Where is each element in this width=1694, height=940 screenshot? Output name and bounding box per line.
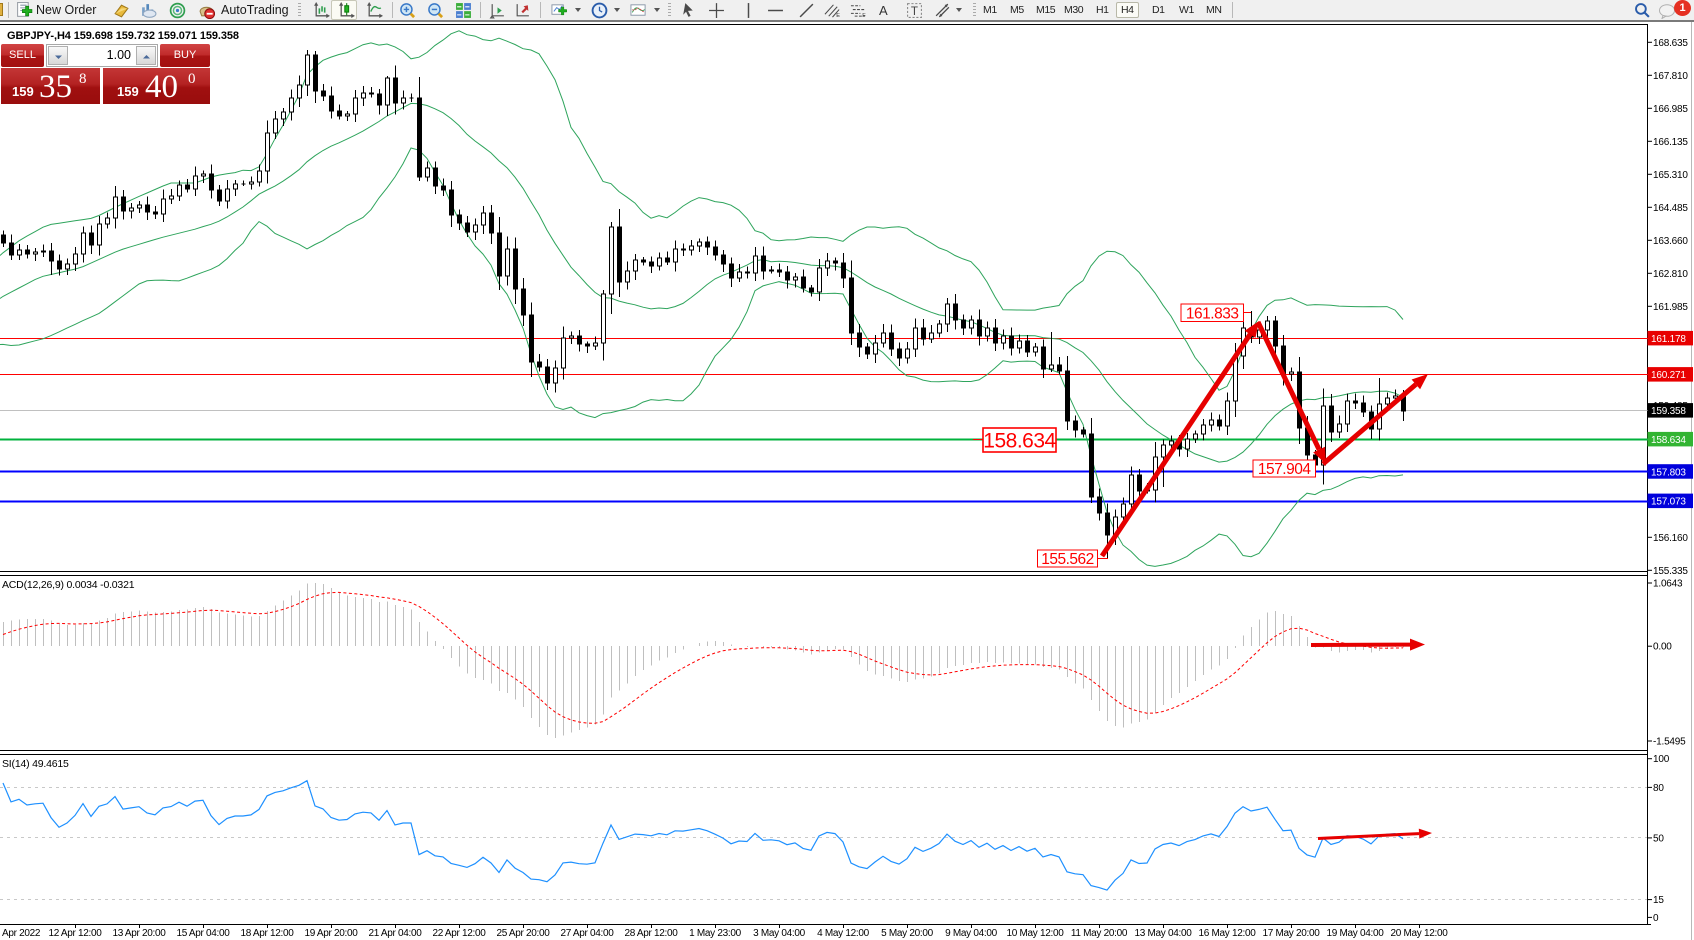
svg-text:T: T xyxy=(911,5,918,18)
svg-text:50: 50 xyxy=(1653,833,1664,844)
svg-text:15 Apr 04:00: 15 Apr 04:00 xyxy=(176,928,230,939)
svg-text:F: F xyxy=(862,13,866,19)
svg-text:163.660: 163.660 xyxy=(1653,236,1688,247)
svg-text:ACD(12,26,9) 0.0034 -0.0321: ACD(12,26,9) 0.0034 -0.0321 xyxy=(2,579,135,591)
svg-text:18 Apr 12:00: 18 Apr 12:00 xyxy=(240,928,294,939)
svg-text:162.810: 162.810 xyxy=(1653,269,1688,280)
svg-text:Apr 2022: Apr 2022 xyxy=(2,928,41,939)
svg-text:155.562: 155.562 xyxy=(1041,551,1094,568)
svg-text:159.358: 159.358 xyxy=(1651,406,1686,417)
svg-text:165.310: 165.310 xyxy=(1653,170,1688,181)
svg-text:28 Apr 12:00: 28 Apr 12:00 xyxy=(624,928,678,939)
svg-text:167.810: 167.810 xyxy=(1653,71,1688,82)
svg-text:13 Apr 20:00: 13 Apr 20:00 xyxy=(112,928,166,939)
svg-text:158.634: 158.634 xyxy=(983,430,1056,453)
svg-text:21 Apr 04:00: 21 Apr 04:00 xyxy=(368,928,422,939)
svg-text:3 May 04:00: 3 May 04:00 xyxy=(753,928,805,939)
svg-text:20 May 12:00: 20 May 12:00 xyxy=(1391,928,1449,939)
svg-text:4 May 12:00: 4 May 12:00 xyxy=(817,928,869,939)
svg-text:1.0643: 1.0643 xyxy=(1653,579,1683,590)
svg-text:168.635: 168.635 xyxy=(1653,38,1688,49)
svg-text:E: E xyxy=(836,13,840,19)
svg-text:0.00: 0.00 xyxy=(1653,642,1672,653)
svg-text:158.634: 158.634 xyxy=(1651,435,1686,446)
svg-text:12 Apr 12:00: 12 Apr 12:00 xyxy=(48,928,102,939)
svg-text:19 May 04:00: 19 May 04:00 xyxy=(1327,928,1385,939)
svg-text:161.178: 161.178 xyxy=(1651,334,1686,345)
svg-text:157.803: 157.803 xyxy=(1651,467,1686,478)
svg-text:156.160: 156.160 xyxy=(1653,533,1688,544)
svg-text:15: 15 xyxy=(1653,895,1664,906)
svg-text:100: 100 xyxy=(1653,754,1670,765)
svg-text:19 Apr 20:00: 19 Apr 20:00 xyxy=(304,928,358,939)
svg-text:166.985: 166.985 xyxy=(1653,104,1688,115)
svg-text:80: 80 xyxy=(1653,783,1664,794)
svg-text:17 May 20:00: 17 May 20:00 xyxy=(1263,928,1321,939)
svg-text:1 May 23:00: 1 May 23:00 xyxy=(689,928,741,939)
svg-text:0: 0 xyxy=(1653,913,1659,924)
svg-text:161.833: 161.833 xyxy=(1186,305,1239,322)
svg-text:27 Apr 04:00: 27 Apr 04:00 xyxy=(560,928,614,939)
svg-text:22 Apr 12:00: 22 Apr 12:00 xyxy=(432,928,486,939)
svg-text:11 May 20:00: 11 May 20:00 xyxy=(1071,928,1128,939)
svg-text:157.073: 157.073 xyxy=(1651,497,1686,508)
svg-text:25 Apr 20:00: 25 Apr 20:00 xyxy=(496,928,550,939)
svg-text:16 May 12:00: 16 May 12:00 xyxy=(1199,928,1257,939)
svg-text:-1.5495: -1.5495 xyxy=(1653,737,1686,748)
svg-text:166.135: 166.135 xyxy=(1653,137,1688,148)
svg-text:10 May 12:00: 10 May 12:00 xyxy=(1007,928,1065,939)
svg-text:155.335: 155.335 xyxy=(1653,566,1688,577)
svg-text:13 May 04:00: 13 May 04:00 xyxy=(1135,928,1193,939)
svg-text:SI(14) 49.4615: SI(14) 49.4615 xyxy=(2,758,69,770)
svg-text:5 May 20:00: 5 May 20:00 xyxy=(881,928,933,939)
svg-text:161.985: 161.985 xyxy=(1653,302,1688,313)
svg-text:160.271: 160.271 xyxy=(1651,370,1686,381)
svg-text:164.485: 164.485 xyxy=(1653,203,1688,214)
svg-text:157.904: 157.904 xyxy=(1258,461,1311,478)
svg-text:GBPJPY-,H4 159.698 159.732 15: GBPJPY-,H4 159.698 159.732 159.071 159.3… xyxy=(7,30,239,42)
svg-text:9 May 04:00: 9 May 04:00 xyxy=(945,928,997,939)
